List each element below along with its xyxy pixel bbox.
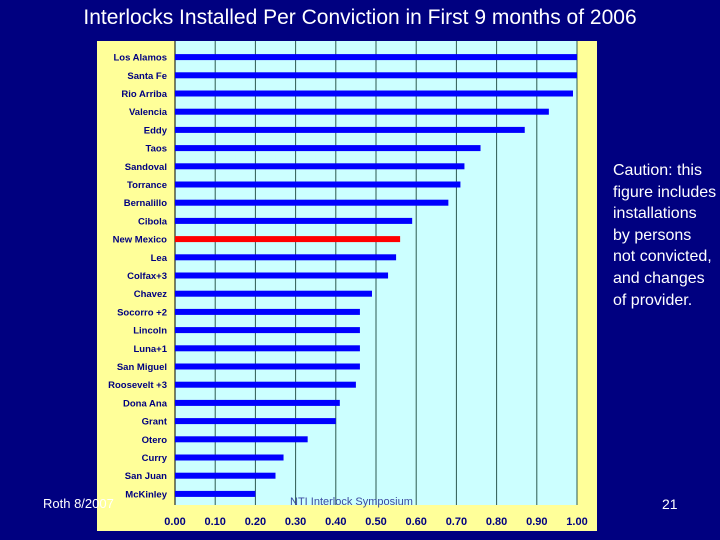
- bar: [175, 72, 577, 79]
- category-label: Curry: [142, 453, 168, 464]
- bar: [175, 199, 449, 206]
- x-tick-label: 0.50: [365, 516, 386, 528]
- category-label: Luna+1: [133, 344, 167, 355]
- category-label: McKinley: [125, 489, 167, 500]
- category-label: Chavez: [134, 289, 168, 300]
- caution-note: Caution: this figure includes installati…: [613, 162, 717, 309]
- category-label: Sandoval: [125, 162, 167, 173]
- category-label: San Miguel: [117, 362, 167, 373]
- x-tick-label: 0.10: [204, 516, 225, 528]
- category-label: Los Alamos: [114, 53, 168, 64]
- category-label: Lincoln: [133, 326, 167, 337]
- x-tick-label: 1.00: [566, 516, 587, 528]
- bar: [175, 90, 573, 97]
- footer-author-date: Roth 8/2007: [43, 496, 114, 511]
- x-tick-label: 0.70: [446, 516, 467, 528]
- category-label: Lea: [151, 253, 168, 264]
- category-label: Rio Arriba: [121, 89, 167, 100]
- category-label: Socorro +2: [117, 307, 167, 318]
- category-label: Torrance: [127, 180, 167, 191]
- bar: [175, 272, 389, 279]
- x-tick-label: 0.60: [405, 516, 426, 528]
- bar: [175, 327, 360, 334]
- category-label: Colfax+3: [127, 271, 167, 282]
- bar: [175, 181, 461, 188]
- x-tick-label: 0.40: [325, 516, 346, 528]
- footer-event: NTI Interlock Symposium: [290, 496, 413, 508]
- category-label: Cibola: [138, 216, 168, 227]
- chart-area: Los Alamos Santa Fe Rio Arriba Valencia Eddy…: [97, 41, 597, 531]
- bar: [175, 145, 481, 152]
- bar: [175, 163, 465, 170]
- category-label: San Juan: [125, 471, 167, 482]
- category-label: Santa Fe: [127, 71, 167, 82]
- bar: [175, 290, 372, 297]
- bar: [175, 254, 397, 261]
- bar: [175, 108, 549, 115]
- category-label: Grant: [142, 417, 168, 428]
- bar: [175, 399, 340, 406]
- category-label: Roosevelt +3: [108, 380, 167, 391]
- bar: [175, 217, 413, 224]
- bar: [175, 363, 360, 370]
- x-tick-label: 0.90: [526, 516, 547, 528]
- bar: [175, 454, 284, 461]
- bar: [175, 236, 401, 243]
- bar-chart: Los Alamos Santa Fe Rio Arriba Valencia Eddy…: [108, 41, 588, 528]
- category-label: Otero: [142, 435, 168, 446]
- x-tick-label: 0.00: [164, 516, 185, 528]
- bar: [175, 436, 308, 443]
- category-label: Taos: [146, 144, 167, 155]
- x-tick-label: 0.20: [245, 516, 266, 528]
- bar: [175, 54, 577, 61]
- page-number: 21: [662, 496, 678, 512]
- bar: [175, 308, 360, 315]
- x-tick-label: 0.30: [285, 516, 306, 528]
- category-label: Dona Ana: [123, 398, 168, 409]
- category-label: Eddy: [144, 125, 168, 136]
- x-tick-label: 0.80: [486, 516, 507, 528]
- slide-title: Interlocks Installed Per Conviction in F…: [83, 6, 637, 29]
- bar: [175, 345, 360, 352]
- bar: [175, 490, 256, 497]
- bar: [175, 126, 525, 133]
- bar: [175, 418, 336, 425]
- bar: [175, 472, 276, 479]
- category-label: Valencia: [129, 107, 168, 118]
- category-label: New Mexico: [113, 235, 168, 246]
- bar: [175, 381, 356, 388]
- category-label: Bernalillo: [124, 198, 167, 209]
